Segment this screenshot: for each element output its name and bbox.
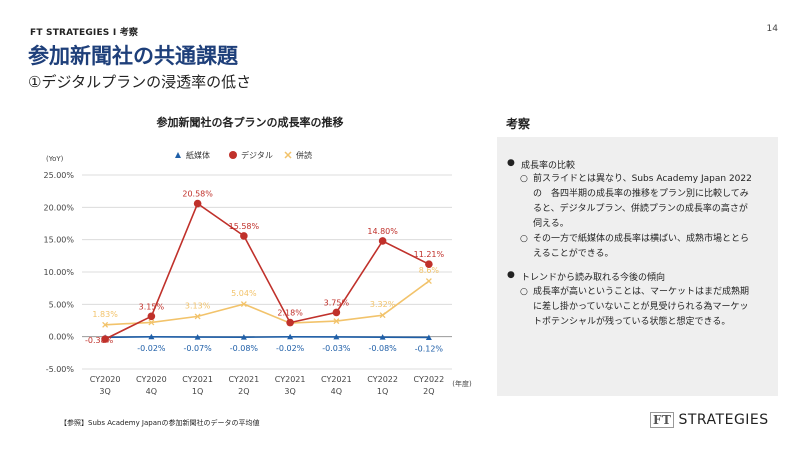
page-subtitle: ①デジタルプランの浸透率の低さ — [28, 73, 252, 91]
bullet-dot-icon: ● — [507, 270, 515, 280]
page-number: 14 — [766, 24, 778, 34]
section-1-item-1-text: 前スライドとは異なり、Subs Academy Japan 2022の 各四半期… — [533, 174, 752, 229]
x-tick-label: CY2021 — [321, 375, 352, 384]
section-1-heading: 成長率の比較 — [521, 161, 576, 171]
data-label: 5.04% — [231, 289, 257, 298]
x-tick-label: 4Q — [331, 387, 342, 396]
y-tick-label: 25.00% — [43, 171, 74, 180]
data-point — [148, 333, 155, 340]
brand-logo: FT STRATEGIES — [650, 412, 769, 428]
bullet-circle-icon: ○ — [520, 287, 528, 297]
x-tick-label: 2Q — [238, 387, 249, 396]
x-tick-label: 3Q — [99, 387, 110, 396]
x-tick-label: 3Q — [284, 387, 295, 396]
data-point — [240, 334, 247, 340]
data-point — [425, 260, 433, 268]
x-tick-label: CY2021 — [275, 375, 306, 384]
data-label: -0.08% — [230, 344, 259, 353]
series-line — [105, 280, 430, 326]
logo-mark: FT — [650, 412, 675, 428]
data-label: 1.83% — [92, 310, 118, 319]
data-label: 3.13% — [185, 301, 211, 310]
x-tick-label: CY2021 — [182, 375, 213, 384]
data-point — [425, 278, 432, 285]
y-tick-label: 5.00% — [49, 300, 75, 309]
data-label: 3.75% — [324, 298, 350, 307]
data-label: -0.12% — [415, 344, 444, 353]
section-2-heading: トレンドから読み取れる今後の傾向 — [521, 273, 666, 283]
data-point — [379, 334, 386, 340]
data-point — [240, 232, 248, 240]
data-label: -0.08% — [368, 344, 397, 353]
x-tick-label: CY2022 — [367, 375, 398, 384]
data-point — [333, 333, 340, 340]
series-line — [104, 202, 430, 340]
bullet-circle-icon: ○ — [520, 234, 528, 244]
data-label: 20.58% — [182, 190, 213, 199]
data-label: -0.02% — [137, 344, 166, 353]
data-label: 2.18% — [277, 309, 303, 318]
x-tick-label: 4Q — [146, 387, 157, 396]
data-point — [102, 321, 109, 328]
data-point — [194, 313, 201, 320]
data-label: 8.6% — [419, 266, 440, 275]
page-title: 参加新聞社の共通課題 — [28, 44, 238, 68]
legend-label: 紙媒体 — [186, 150, 210, 160]
legend-label: デジタル — [241, 150, 273, 160]
x-tick-label: 1Q — [192, 387, 203, 396]
x-tick-label: CY2020 — [90, 375, 121, 384]
breadcrumb: FT STRATEGIES Ⅰ 考察 — [30, 28, 139, 38]
legend-marker — [284, 151, 292, 159]
panel-title: 考察 — [506, 117, 531, 131]
data-label: -0.38% — [85, 336, 114, 345]
data-point — [148, 319, 155, 326]
legend-label: 併読 — [296, 150, 312, 160]
data-point — [101, 335, 109, 343]
footnote: 【参照】Subs Academy Japanの参加新聞社のデータの平均値 — [60, 419, 260, 427]
x-tick-label: CY2021 — [229, 375, 260, 384]
x-tick-label: CY2020 — [136, 375, 167, 384]
bullet-circle-icon: ○ — [520, 174, 528, 184]
legend-marker — [175, 152, 181, 158]
data-point — [333, 318, 340, 325]
x-tick-label: CY2022 — [414, 375, 445, 384]
y-tick-label: 0.00% — [49, 333, 75, 342]
x-axis-label: (年度) — [452, 379, 472, 388]
series-line — [105, 335, 429, 339]
data-point — [193, 199, 202, 208]
legend-marker — [229, 151, 237, 159]
data-point — [287, 333, 294, 340]
data-point — [147, 312, 156, 321]
logo-text: STRATEGIES — [678, 412, 769, 428]
data-point — [425, 334, 432, 340]
section-1-item-2-text: その一方で紙媒体の成長率は横ばい、成熟市場ととらえることができる。 — [533, 234, 750, 259]
data-label: 15.58% — [229, 222, 260, 231]
x-tick-label: 1Q — [377, 387, 388, 396]
data-point — [378, 237, 387, 245]
data-point — [379, 312, 386, 319]
data-label: -0.02% — [276, 344, 305, 353]
data-label: -0.07% — [183, 344, 212, 353]
data-point — [332, 308, 341, 317]
data-point — [286, 318, 294, 327]
chart-title: 参加新聞社の各プランの成長率の推移 — [156, 116, 344, 129]
data-point — [194, 334, 201, 340]
insight-panel: ● 成長率の比較 ○ 前スライドとは異なり、Subs Academy Japan… — [497, 137, 778, 396]
y-tick-label: 20.00% — [43, 203, 74, 212]
y-tick-label: 15.00% — [43, 236, 74, 245]
data-label: 3.32% — [370, 300, 396, 309]
data-point — [240, 301, 247, 308]
data-label: -0.03% — [322, 344, 351, 353]
data-label: 11.21% — [414, 250, 445, 259]
data-label: 14.80% — [367, 227, 398, 236]
y-tick-label: 10.00% — [43, 268, 74, 277]
section-2-item-1-text: 成長率が高いということは、マーケットはまだ成熟期に差し掛かっていないことが見受け… — [533, 287, 750, 327]
x-tick-label: 2Q — [423, 387, 434, 396]
bullet-dot-icon: ● — [507, 158, 515, 168]
data-label: 3.15% — [139, 302, 165, 311]
y-axis-label: (YoY) — [46, 155, 64, 163]
y-tick-label: -5.00% — [46, 365, 75, 374]
line-chart: -5.00% 0.00% 5.00% 10.00% 15.00% 20.00% 25.00%… — [43, 150, 472, 396]
